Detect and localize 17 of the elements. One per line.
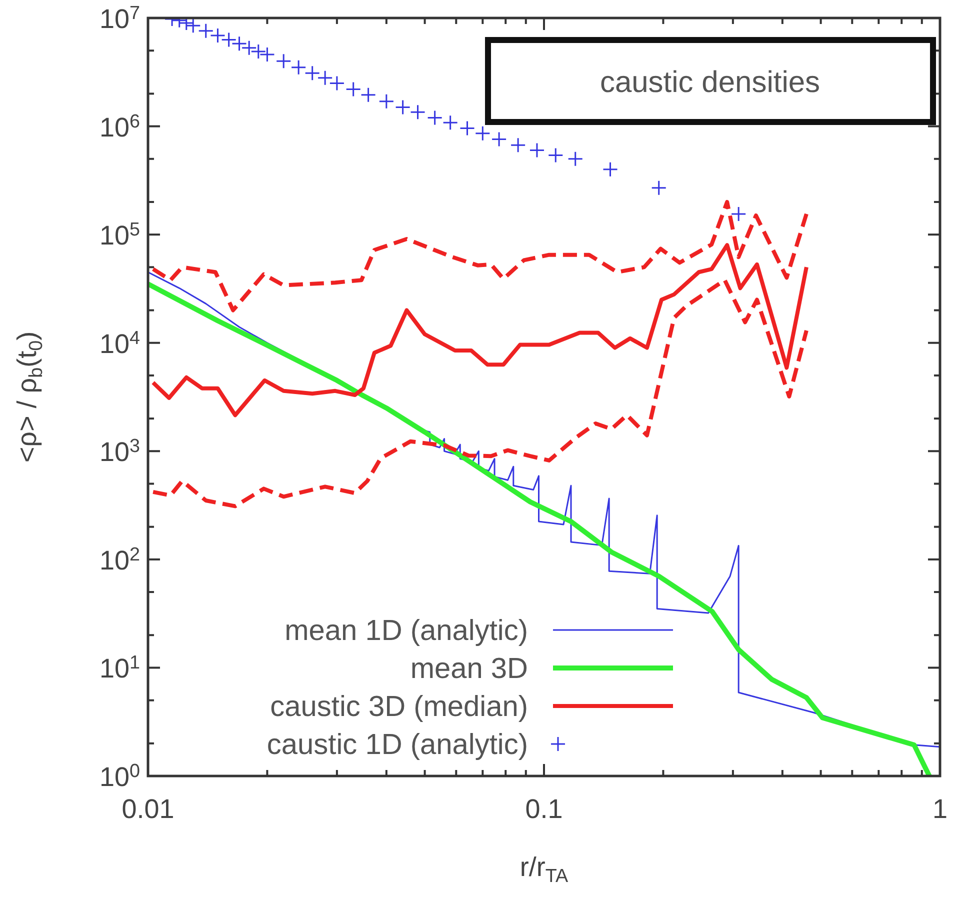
y-tick-label: 10$^{0}$ — [99, 761, 140, 792]
y-tick-label: 10$^{2}$ — [99, 544, 140, 576]
x-tick-label: 0.01 — [122, 794, 174, 824]
annotation: caustic densities — [600, 66, 820, 99]
legend-label: mean 3D — [410, 653, 528, 685]
y-tick-label: 10$^{7}$ — [99, 3, 140, 34]
x-axis-title: r/r$_{TA}$ — [520, 852, 569, 887]
legend-label: mean 1D (analytic) — [284, 615, 528, 647]
x-tick-label: 1 — [932, 794, 948, 824]
y-tick-label: 10$^{6}$ — [99, 112, 140, 142]
y-tick-label: 10$^{4}$ — [99, 328, 140, 359]
x-tick-label: 0.1 — [525, 794, 563, 824]
y-tick-label: 10$^{1}$ — [99, 653, 140, 684]
y-tick-label: 10$^{3}$ — [99, 436, 140, 468]
legend-label: caustic 1D (analytic) — [266, 729, 528, 761]
legend-label: caustic 3D (median) — [270, 691, 528, 723]
y-tick-label: 10$^{5}$ — [99, 220, 140, 251]
